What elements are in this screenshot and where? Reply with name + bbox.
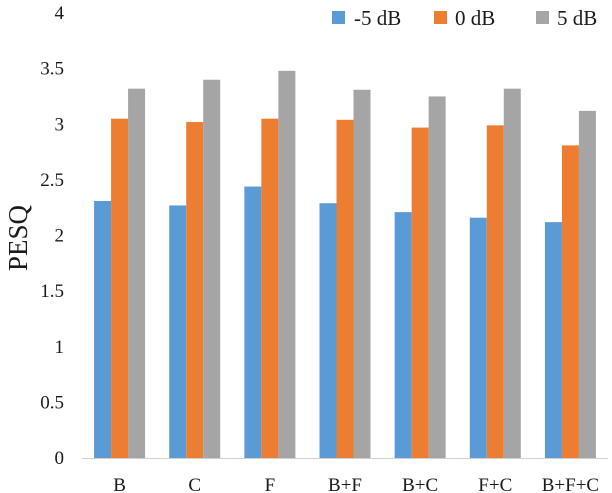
bar-b-series-1: [94, 201, 112, 458]
y-tick-label: 1.5: [40, 281, 64, 302]
y-tick-label: 0.5: [40, 392, 64, 413]
bar-b-f-c-series-1: [544, 222, 562, 458]
y-tick-label: 2: [55, 226, 65, 247]
bar-f-series-1: [244, 186, 262, 459]
bar-b-f-series-1: [319, 203, 337, 458]
bar-b-f-series-2: [336, 119, 354, 459]
bar-b-f-series-3: [353, 89, 371, 458]
bars: [94, 70, 596, 459]
x-tick-label: F: [265, 475, 276, 493]
bar-c-series-2: [186, 122, 204, 459]
y-tick-label: 1: [55, 337, 65, 358]
bar-b-c-series-1: [394, 212, 412, 458]
bar-b-f-c-series-2: [561, 145, 579, 458]
legend-label: 5 dB: [557, 6, 597, 30]
bar-f-c-series-1: [469, 217, 487, 458]
legend-label: -5 dB: [354, 6, 401, 30]
bar-f-series-2: [261, 118, 279, 458]
legend-swatch: [536, 11, 549, 24]
x-tick-label: C: [188, 475, 201, 493]
y-ticks: 0 0.5 1 1.5 2 2.5 3 3.5 4: [40, 3, 64, 469]
bar-b-series-2: [111, 118, 129, 458]
x-tick-label: B: [113, 475, 126, 493]
bar-b-f-c-series-3: [578, 110, 596, 459]
y-tick-label: 4: [55, 3, 65, 24]
legend: -5 dB 0 dB 5 dB: [332, 6, 597, 30]
y-axis-label: PESQ: [3, 204, 33, 271]
bar-b-c-series-3: [428, 96, 446, 458]
bar-c-series-1: [169, 205, 187, 458]
y-tick-label: 2.5: [40, 170, 64, 191]
bar-f-c-series-2: [486, 125, 504, 459]
x-tick-label: F+C: [478, 475, 512, 493]
x-tick-label: B+C: [402, 475, 438, 493]
bar-f-c-series-3: [503, 88, 521, 459]
x-tick-label: B+F: [328, 475, 362, 493]
y-tick-label: 3: [55, 114, 65, 135]
bar-c-series-3: [203, 79, 221, 458]
bar-b-c-series-2: [411, 127, 429, 459]
x-ticks: B C F B+F B+C F+C B+F+C: [113, 475, 599, 493]
bar-f-series-3: [278, 70, 296, 458]
x-tick-label: B+F+C: [542, 475, 599, 493]
legend-swatch: [434, 11, 447, 24]
legend-swatch: [332, 11, 345, 24]
y-tick-label: 3.5: [40, 59, 64, 80]
bar-b-series-3: [128, 88, 146, 459]
legend-label: 0 dB: [455, 6, 495, 30]
y-tick-label: 0: [55, 448, 65, 469]
